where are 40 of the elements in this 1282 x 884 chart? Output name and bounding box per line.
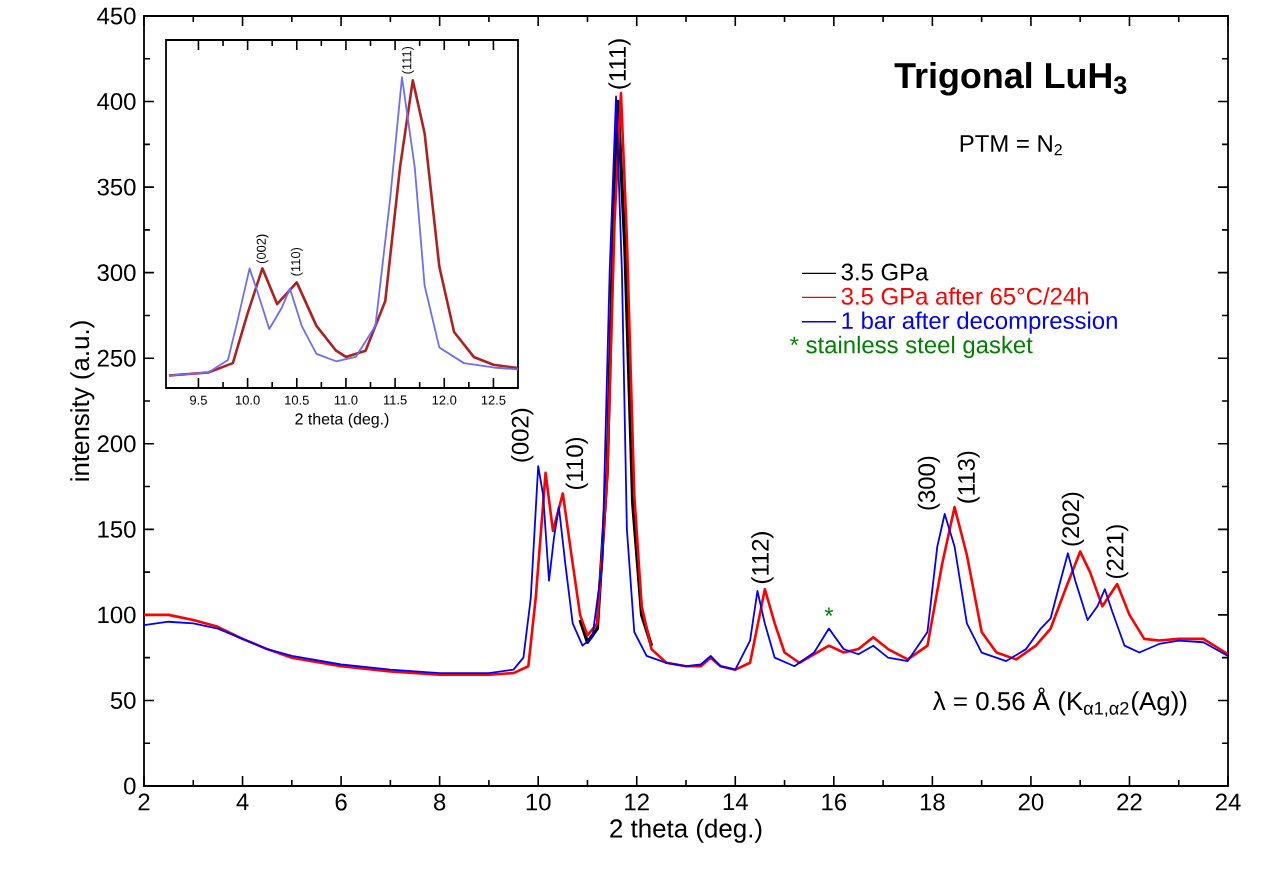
y-tick-label: 200 bbox=[97, 435, 136, 453]
legend-label: 3.5 GPa after 65°C/24h bbox=[841, 287, 1088, 305]
annotation: (113) bbox=[957, 451, 980, 503]
x-tick-label: 22 bbox=[1117, 793, 1142, 811]
y-tick-label: 0 bbox=[124, 777, 136, 795]
x-tick-label: 16 bbox=[822, 793, 847, 811]
annotation: (110) bbox=[565, 437, 588, 490]
annotation: (112) bbox=[751, 532, 774, 584]
x-tick-label: 2 bbox=[138, 793, 150, 811]
y-tick-label: 150 bbox=[98, 520, 136, 538]
x-tick-label: 14 bbox=[723, 793, 748, 810]
x-tick-label: 12 bbox=[625, 793, 649, 811]
y-tick-label: 100 bbox=[98, 606, 136, 624]
y-tick-label: 50 bbox=[110, 691, 136, 709]
x-tick-label: 20 bbox=[1018, 793, 1044, 811]
y-tick-label: 350 bbox=[97, 178, 136, 196]
x-tick-label: 24 bbox=[1215, 793, 1241, 811]
legend-label: 3.5 GPa bbox=[841, 263, 929, 281]
y-tick-label: 300 bbox=[97, 264, 136, 282]
annotation: * bbox=[824, 607, 834, 616]
x-axis-title: 2 theta (deg.) bbox=[610, 818, 762, 843]
x-tick-label: 18 bbox=[920, 793, 945, 811]
y-tick-label: 250 bbox=[97, 349, 136, 367]
y-axis-title: intensity (a.u.) bbox=[70, 321, 95, 481]
annotation: (300) bbox=[917, 456, 940, 510]
legend-label: 1 bar after decompression bbox=[842, 311, 1117, 334]
annotation: (002) bbox=[511, 408, 534, 462]
annotation: (202) bbox=[1061, 492, 1084, 546]
x-tick-label: 6 bbox=[335, 793, 347, 811]
text: PTM = N$_{2}$ bbox=[960, 135, 1062, 156]
annotation: (111) bbox=[608, 39, 631, 89]
annotation: * stainless steel gasket bbox=[790, 335, 1033, 359]
y-tick-label: 400 bbox=[97, 93, 136, 111]
y-tick-label: 450 bbox=[97, 7, 136, 25]
x-tick-label: 4 bbox=[236, 793, 249, 810]
annotation: (221) bbox=[1106, 525, 1129, 579]
annotation: λ = 0.56 Å (K$_{α1,α2}$(Ag)) bbox=[932, 687, 1187, 717]
text: Trigonal LuH$_{3}$ bbox=[894, 62, 1127, 96]
x-tick-label: 10 bbox=[526, 793, 551, 811]
x-tick-label: 8 bbox=[434, 793, 446, 811]
